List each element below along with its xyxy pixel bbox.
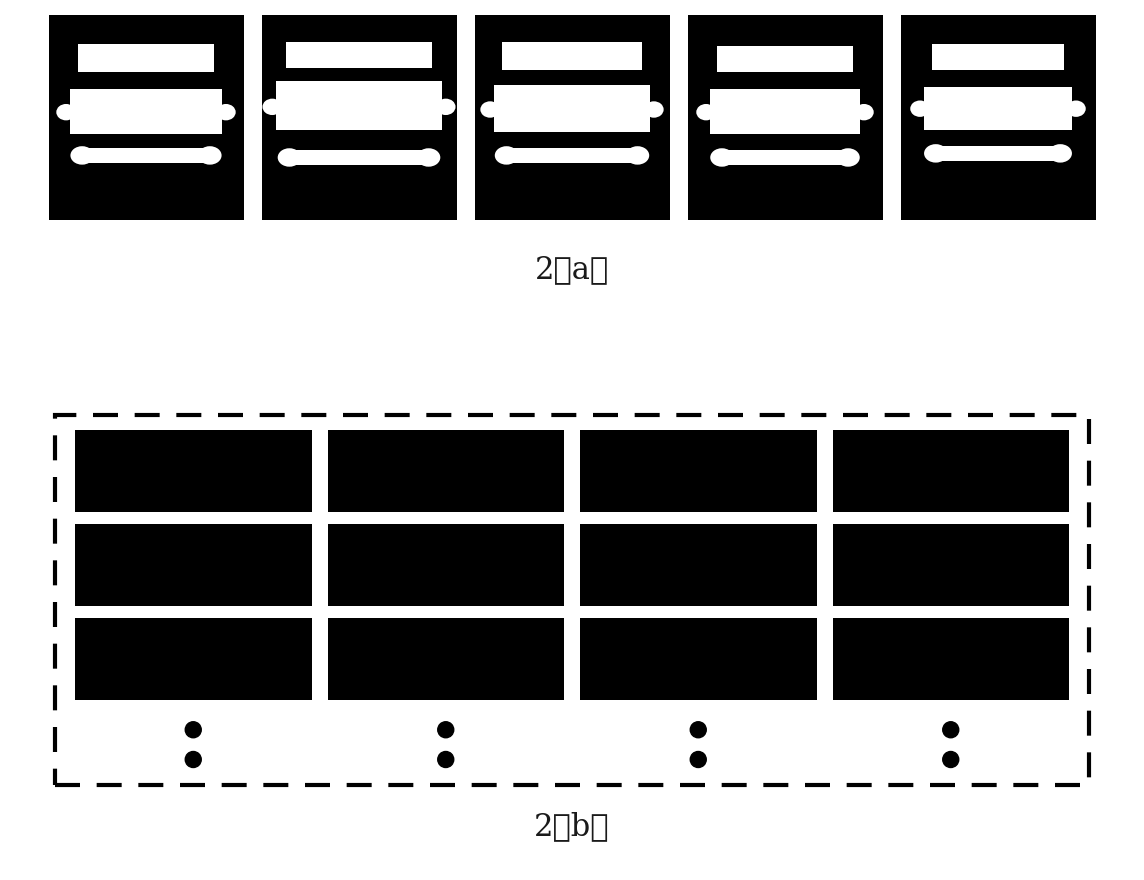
Bar (900, 15, 1096, 220)
Circle shape (690, 752, 706, 767)
Circle shape (690, 722, 706, 737)
Bar (82, 148, 209, 163)
Text: 2（b）: 2（b） (534, 811, 610, 842)
Ellipse shape (924, 144, 947, 163)
Circle shape (943, 722, 959, 737)
Ellipse shape (1066, 100, 1086, 117)
Bar (262, 15, 456, 220)
Circle shape (943, 752, 959, 767)
Circle shape (185, 752, 201, 767)
Bar (76, 524, 311, 606)
Bar (931, 44, 1064, 70)
Circle shape (438, 752, 454, 767)
Bar (475, 15, 669, 220)
Bar (924, 87, 1072, 129)
Bar (580, 618, 817, 700)
Bar (286, 41, 432, 69)
Bar (833, 430, 1068, 512)
Ellipse shape (416, 148, 440, 166)
Bar (55, 415, 1089, 785)
Ellipse shape (278, 148, 301, 166)
Bar (276, 81, 442, 129)
Bar (55, 415, 1089, 785)
Ellipse shape (836, 148, 860, 166)
Bar (494, 84, 650, 132)
Ellipse shape (480, 101, 500, 118)
Bar (76, 430, 311, 512)
Ellipse shape (71, 146, 94, 165)
Bar (833, 618, 1068, 700)
Ellipse shape (262, 99, 281, 115)
Ellipse shape (56, 104, 76, 121)
Ellipse shape (436, 99, 455, 115)
Ellipse shape (644, 101, 664, 118)
Bar (580, 524, 817, 606)
Bar (327, 618, 564, 700)
Bar (327, 524, 564, 606)
Bar (293, 150, 426, 165)
Bar (78, 44, 214, 72)
Ellipse shape (495, 146, 518, 165)
Bar (723, 150, 848, 165)
Circle shape (438, 722, 454, 737)
Circle shape (185, 722, 201, 737)
Ellipse shape (198, 146, 222, 165)
Text: 2（a）: 2（a） (535, 254, 609, 285)
Ellipse shape (1049, 144, 1072, 163)
Bar (508, 148, 636, 163)
Ellipse shape (855, 104, 874, 121)
Bar (580, 430, 817, 512)
Bar (833, 524, 1068, 606)
Bar (48, 15, 244, 220)
Ellipse shape (626, 146, 650, 165)
Bar (688, 15, 882, 220)
Bar (70, 89, 222, 134)
Bar (76, 618, 311, 700)
Bar (937, 146, 1059, 160)
Ellipse shape (216, 104, 236, 121)
Bar (502, 41, 642, 70)
Bar (710, 89, 860, 134)
Ellipse shape (710, 148, 733, 166)
Bar (717, 46, 853, 72)
Bar (327, 430, 564, 512)
Ellipse shape (697, 104, 716, 121)
Ellipse shape (911, 100, 930, 117)
